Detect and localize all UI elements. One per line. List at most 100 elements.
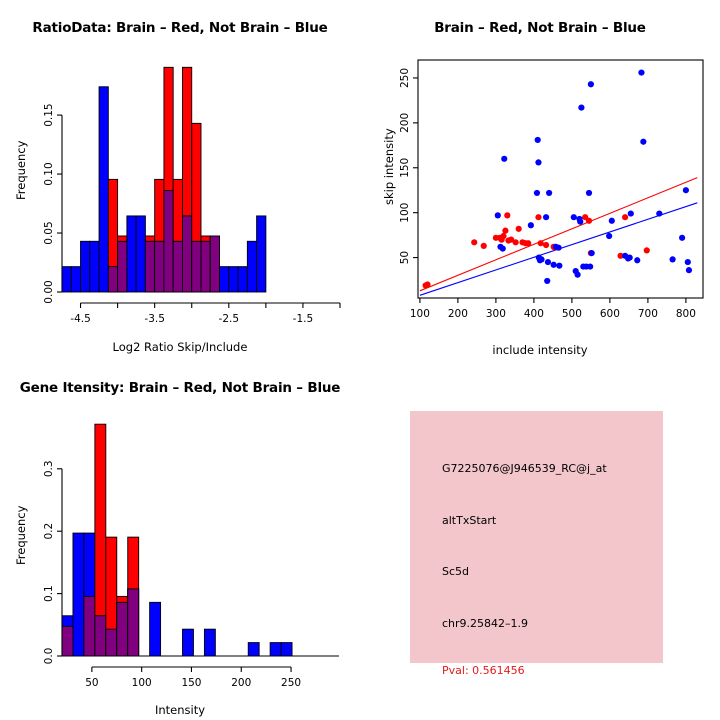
gene-symbol-text: Sc5d [442,565,470,578]
hist-bar-overlap [163,190,174,293]
plot-frame [417,59,704,299]
scatter-point [542,214,550,221]
hist-bar-not-brain [182,628,194,657]
hist-bar-not-brain [203,628,216,657]
y-tick-label: 150 [399,158,411,178]
scatter-plot: 50 100 150 200 250 100 200 300 400 500 600 700 800 [399,59,704,320]
scatter-point [626,254,633,261]
panel-scatter: Brain – Red, Not Brain – Blue skip inten… [360,0,720,360]
hist-bar-overlap [61,625,74,657]
scatter-point [588,249,595,257]
y-tick-label: 0.00 [43,280,55,303]
hist-bar-not-brain [80,240,91,293]
x-tick-label: 500 [562,308,582,320]
scatter-point [617,252,624,259]
hist-bar-not-brain [61,266,72,293]
scatter-point [556,262,563,269]
scatter-point [587,81,594,88]
scatter-point [544,258,552,266]
gene-histogram-title: Gene Itensity: Brain – Red, Not Brain – … [19,380,341,396]
y-tick-label: 0.3 [43,460,55,477]
scatter-point [627,210,634,217]
hist-bar-overlap [154,240,165,293]
scatter-point [587,263,594,270]
hist-bar-not-brain [89,240,100,293]
scatter-point [480,242,487,250]
x-tick-label: 50 [85,677,98,689]
hist-bar-overlap [107,266,119,293]
x-tick-label: -3.5 [144,313,165,325]
x-tick-label: 700 [638,308,658,320]
scatter-point [634,257,641,264]
hist-bar-overlap [172,240,183,293]
hist-bar-not-brain [237,266,248,293]
scatter-point [501,155,508,162]
hist-bar-overlap [127,588,140,657]
gene-histogram-xlabel: Intensity [154,703,206,717]
scatter-point [679,234,686,241]
hist-bar-overlap [83,595,96,657]
hist-bar-overlap [117,240,128,293]
hist-bar-overlap [144,240,156,293]
hist-bar-not-brain [247,642,260,657]
hist-bar-not-brain [228,266,239,293]
y-tick-label: 0.10 [43,162,55,185]
scatter-xlabel: include intensity [492,343,588,357]
scatter-point [606,232,613,240]
hist-bar-overlap [200,240,211,293]
pval-text: Pval: 0.561456 [442,664,525,677]
scatter-point [555,244,562,251]
scatter-point [544,277,551,285]
scatter-point [550,261,557,268]
scatter-point [656,210,663,217]
scatter-title: Brain – Red, Not Brain – Blue [434,20,646,36]
x-tick-label: -4.5 [70,313,91,325]
scatter-point [585,189,593,197]
probe-info-panel: G7225076@J946539_RC@j_at altTxStart Sc5d… [410,411,663,677]
ratio-histogram-title: RatioData: Brain – Red, Not Brain – Blue [32,20,328,36]
scatter-point [640,138,647,145]
scatter-point [527,222,534,229]
x-tick-label: 100 [132,677,152,689]
scatter-point [608,217,615,224]
scatter-point [535,159,542,166]
y-tick-label: 250 [399,68,411,88]
probe-id-text: G7225076@J946539_RC@j_at [442,462,607,475]
hist-bar-not-brain [246,240,258,293]
x-tick-label: 200 [231,677,251,689]
hist-bar-overlap [105,628,118,657]
ratio-histogram-plot: 0.00 0.05 0.10 0.15 -4.5 -3.5 -2.5 -1.5 [43,66,341,325]
scatter-point [542,241,550,249]
scatter-point [585,217,593,224]
hist-bar-not-brain [149,601,162,657]
x-tick-label: -2.5 [219,313,240,325]
scatter-point [546,189,553,197]
scatter-point [508,236,515,243]
y-tick-label: 0.15 [43,103,55,126]
scatter-point [638,69,645,76]
ratio-histogram-xlabel: Log2 Ratio Skip/Include [112,340,248,354]
hist-bar-overlap [209,235,220,293]
regression-line [419,177,698,292]
scatter-point [578,104,585,111]
scatter-point [500,232,507,240]
hist-bar-not-brain [72,532,85,657]
scatter-point [537,240,544,247]
hist-bar-not-brain [219,266,230,293]
scatter-point [533,189,541,197]
y-tick-label: 100 [399,203,411,223]
hist-bar-not-brain [98,86,109,293]
x-tick-label: -1.5 [293,313,314,325]
hist-bar-overlap [182,215,193,293]
scatter-content [419,69,698,296]
x-tick-label: 400 [524,308,544,320]
y-tick-label: 0.05 [43,221,55,244]
x-tick-label: 800 [676,308,696,320]
hist-bar-not-brain [256,215,267,293]
hist-bar-not-brain [135,215,146,293]
gene-histogram-plot: 0.0 0.1 0.2 0.3 50 100 150 200 250 [43,423,339,689]
x-tick-label: 200 [448,308,468,320]
locus-text: chr9.25842–1.9 [442,617,529,630]
scatter-point [515,225,522,232]
